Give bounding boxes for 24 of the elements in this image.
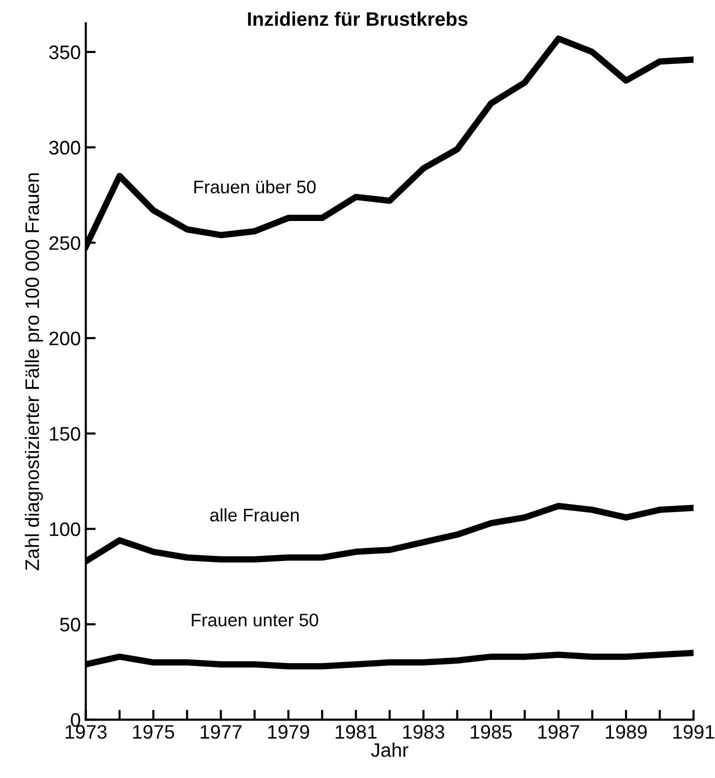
y-axis-title: Zahl diagnostizierter Fälle pro 100 000 Frauen [24,173,43,570]
y-tick-label: 100 [50,522,80,536]
y-tick-label: 0 [70,713,80,727]
x-tick-label: 1973 [66,725,107,739]
x-tick-label: 1985 [470,725,512,739]
x-tick-label: 1975 [133,725,174,739]
y-tick-label: 50 [60,618,80,632]
x-tick-label: 1979 [268,725,310,739]
y-tick-label: 350 [49,45,80,60]
x-tick-label: 1987 [538,725,580,739]
x-axis-title: Jahr [371,742,408,757]
x-tick-label: 1977 [200,725,242,739]
series-label: alle Frauen [210,508,299,522]
x-tick-label: 1983 [403,725,444,739]
text: Frauen unter 50 [192,614,318,626]
chart-title: Inzidienz für Brustkrebs [248,12,468,26]
x-tick-label: 1981 [336,725,377,739]
series-label: Frauen über 50 [194,180,316,194]
x-tick-label: 1991 [673,725,714,739]
y-tick-label: 250 [49,236,80,250]
y-tick-label: 150 [50,426,80,441]
y-tick-label: 200 [49,332,80,346]
x-tick-label: 1989 [606,725,647,739]
y-tick-label: 300 [49,140,80,155]
